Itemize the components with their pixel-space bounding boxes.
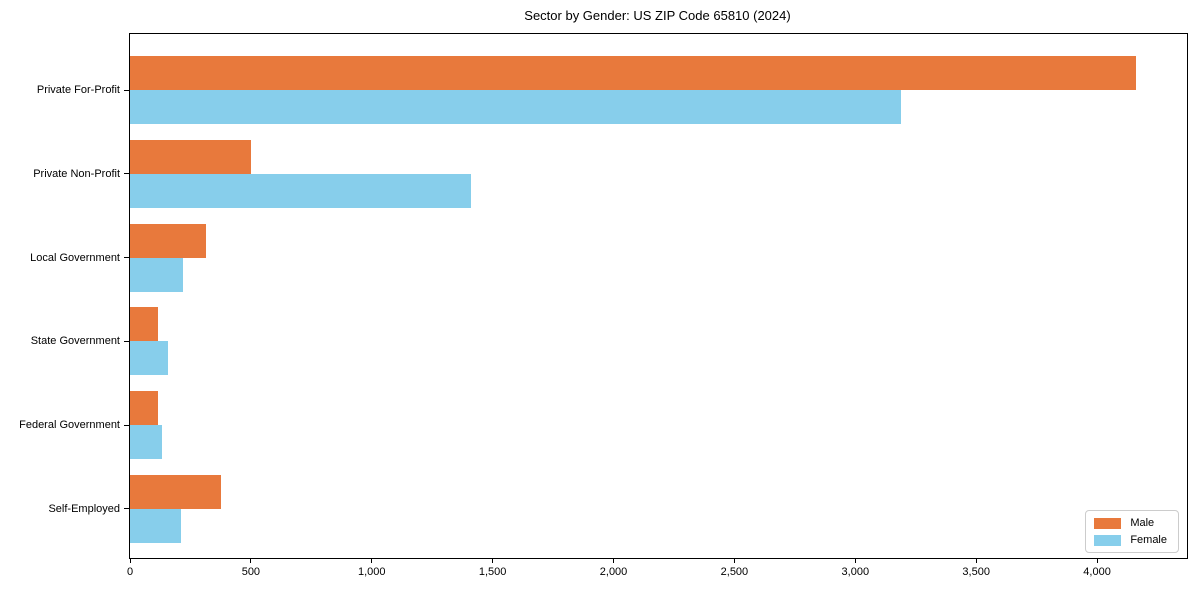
- bar-female: [130, 173, 471, 208]
- x-tick-mark: [613, 558, 615, 563]
- bar-male: [130, 56, 1136, 91]
- bar-female: [130, 425, 162, 460]
- category-label: Private Non-Profit: [33, 167, 120, 180]
- legend-entry-male: Male: [1094, 517, 1167, 529]
- plot-area: Private For-Profit Private Non-Profit Loca…: [19, 33, 1188, 578]
- bar-male: [130, 223, 207, 258]
- category-label: State Government: [30, 335, 120, 348]
- bar-female: [130, 341, 168, 376]
- bar-male: [130, 391, 159, 426]
- category-label: Local Government: [30, 251, 120, 264]
- x-tick-label: 2,000: [599, 566, 628, 578]
- bar-female: [130, 90, 902, 125]
- x-tick-mark: [129, 558, 131, 563]
- x-tick-label: 0: [126, 566, 134, 578]
- x-tick-label: 1,500: [478, 566, 507, 578]
- x-tick-label: 3,500: [962, 566, 990, 578]
- category-label: Federal Government: [19, 419, 120, 432]
- x-tick-label: 2,500: [720, 566, 749, 578]
- x-tick-mark: [733, 558, 735, 563]
- legend-swatch-icon: [1094, 534, 1122, 546]
- category-label: Self-Employed: [48, 502, 120, 515]
- y-tick-mark: [124, 424, 129, 426]
- x-tick-mark: [250, 558, 252, 563]
- x-tick-mark: [975, 558, 977, 563]
- bar-male: [130, 139, 251, 174]
- x-tick-mark: [1096, 558, 1098, 563]
- x-tick-label: 1,000: [358, 566, 386, 578]
- x-tick-mark: [492, 558, 494, 563]
- x-tick-mark: [371, 558, 373, 563]
- y-tick-mark: [124, 508, 129, 510]
- bar-female: [130, 508, 181, 543]
- legend-entry-female: Female: [1094, 534, 1167, 546]
- legend: Male Female: [1085, 510, 1179, 553]
- x-tick-label: 3,000: [841, 566, 870, 578]
- y-tick-mark: [124, 89, 129, 91]
- y-tick-mark: [124, 173, 129, 175]
- bar-female: [130, 257, 184, 292]
- y-tick-mark: [124, 340, 129, 342]
- y-tick-mark: [124, 257, 129, 259]
- x-tick-label: 4,000: [1083, 566, 1111, 578]
- legend-label: Male: [1130, 517, 1155, 529]
- x-tick-mark: [854, 558, 856, 563]
- category-label: Private For-Profit: [36, 84, 120, 97]
- bar-male: [130, 307, 159, 342]
- chart-title: Sector by Gender: US ZIP Code 65810 (202…: [524, 8, 791, 23]
- legend-label: Female: [1130, 534, 1167, 546]
- bar-male: [130, 474, 221, 509]
- legend-swatch-icon: [1094, 517, 1122, 529]
- x-tick-label: 500: [241, 566, 261, 578]
